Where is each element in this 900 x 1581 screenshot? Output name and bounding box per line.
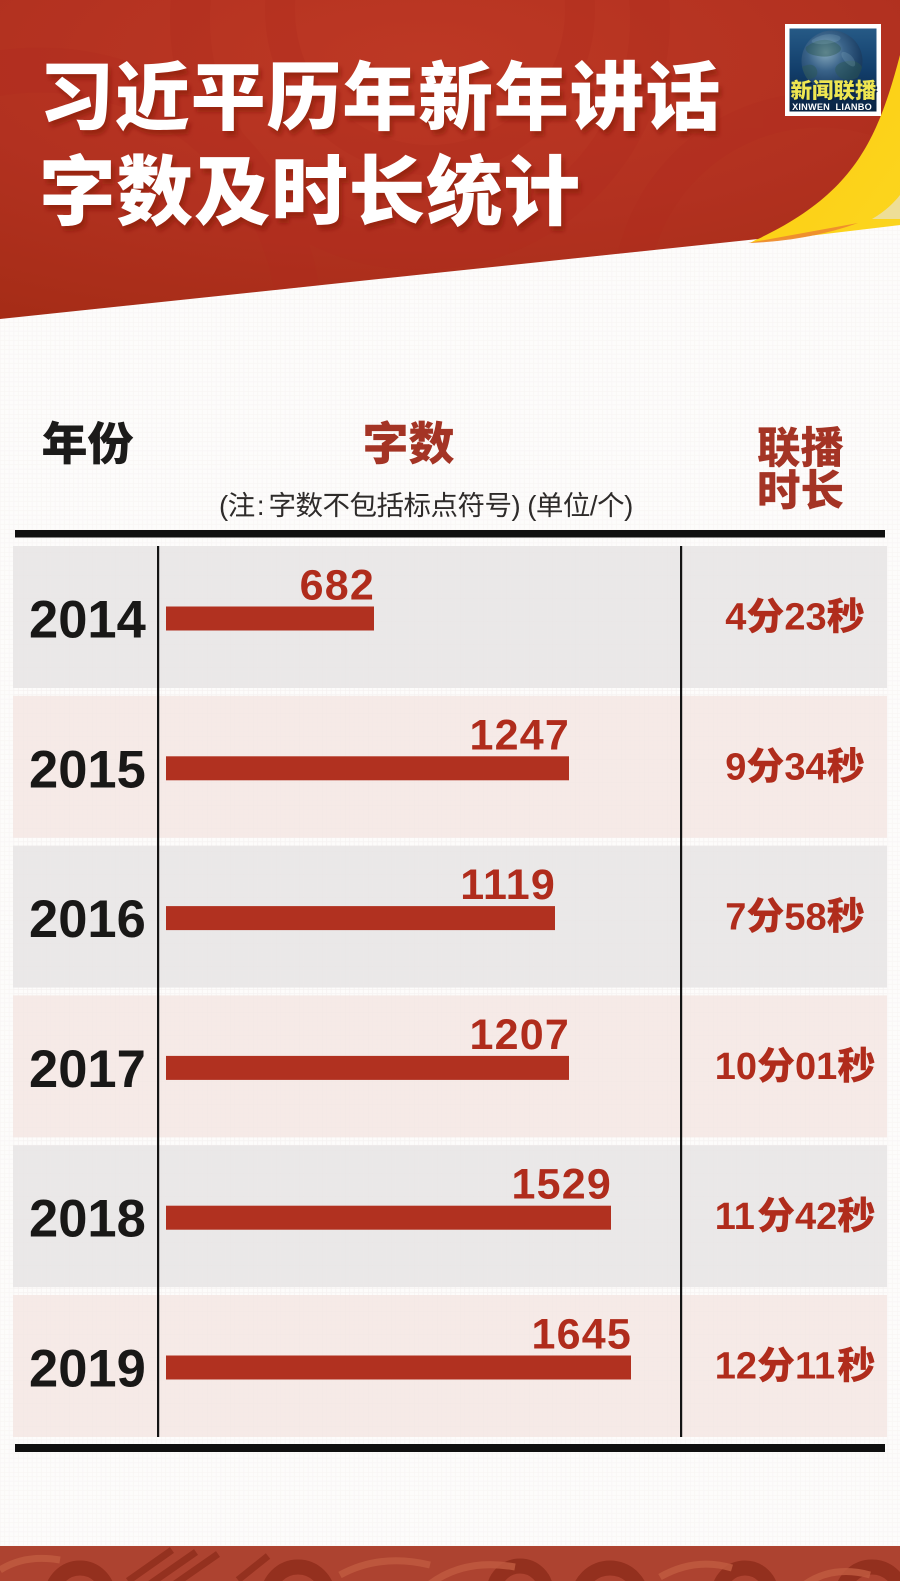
svg-text::: : — [257, 490, 265, 521]
svg-text:23: 23 — [784, 597, 826, 639]
svg-text:2015: 2015 — [29, 740, 146, 799]
svg-text:) (: ) ( — [512, 490, 537, 521]
svg-text:11: 11 — [795, 1346, 835, 1388]
svg-text:/: / — [590, 490, 598, 521]
svg-text:7: 7 — [725, 896, 746, 938]
svg-text:9: 9 — [725, 747, 746, 789]
svg-text:4: 4 — [725, 597, 746, 639]
svg-text:10: 10 — [715, 1046, 757, 1088]
svg-text:1529: 1529 — [512, 1161, 612, 1209]
svg-text:42: 42 — [795, 1196, 837, 1238]
svg-text:11: 11 — [715, 1196, 755, 1238]
svg-text:34: 34 — [784, 747, 826, 789]
svg-text:58: 58 — [784, 896, 826, 938]
svg-text:01: 01 — [795, 1046, 837, 1088]
svg-text:(: ( — [219, 490, 228, 521]
svg-text:1247: 1247 — [470, 711, 570, 759]
svg-text:1645: 1645 — [532, 1311, 632, 1359]
svg-text:1119: 1119 — [460, 861, 556, 909]
svg-text:2016: 2016 — [29, 890, 146, 949]
svg-text:XINWEN LIANBO: XINWEN LIANBO — [792, 102, 872, 112]
svg-text:2014: 2014 — [29, 591, 146, 650]
svg-text:2018: 2018 — [29, 1190, 146, 1249]
svg-text:2017: 2017 — [29, 1040, 146, 1099]
svg-text:1207: 1207 — [470, 1011, 570, 1059]
svg-text:): ) — [624, 490, 633, 521]
svg-text:12: 12 — [715, 1346, 757, 1388]
svg-text:2019: 2019 — [29, 1340, 146, 1399]
svg-text:682: 682 — [300, 562, 375, 610]
